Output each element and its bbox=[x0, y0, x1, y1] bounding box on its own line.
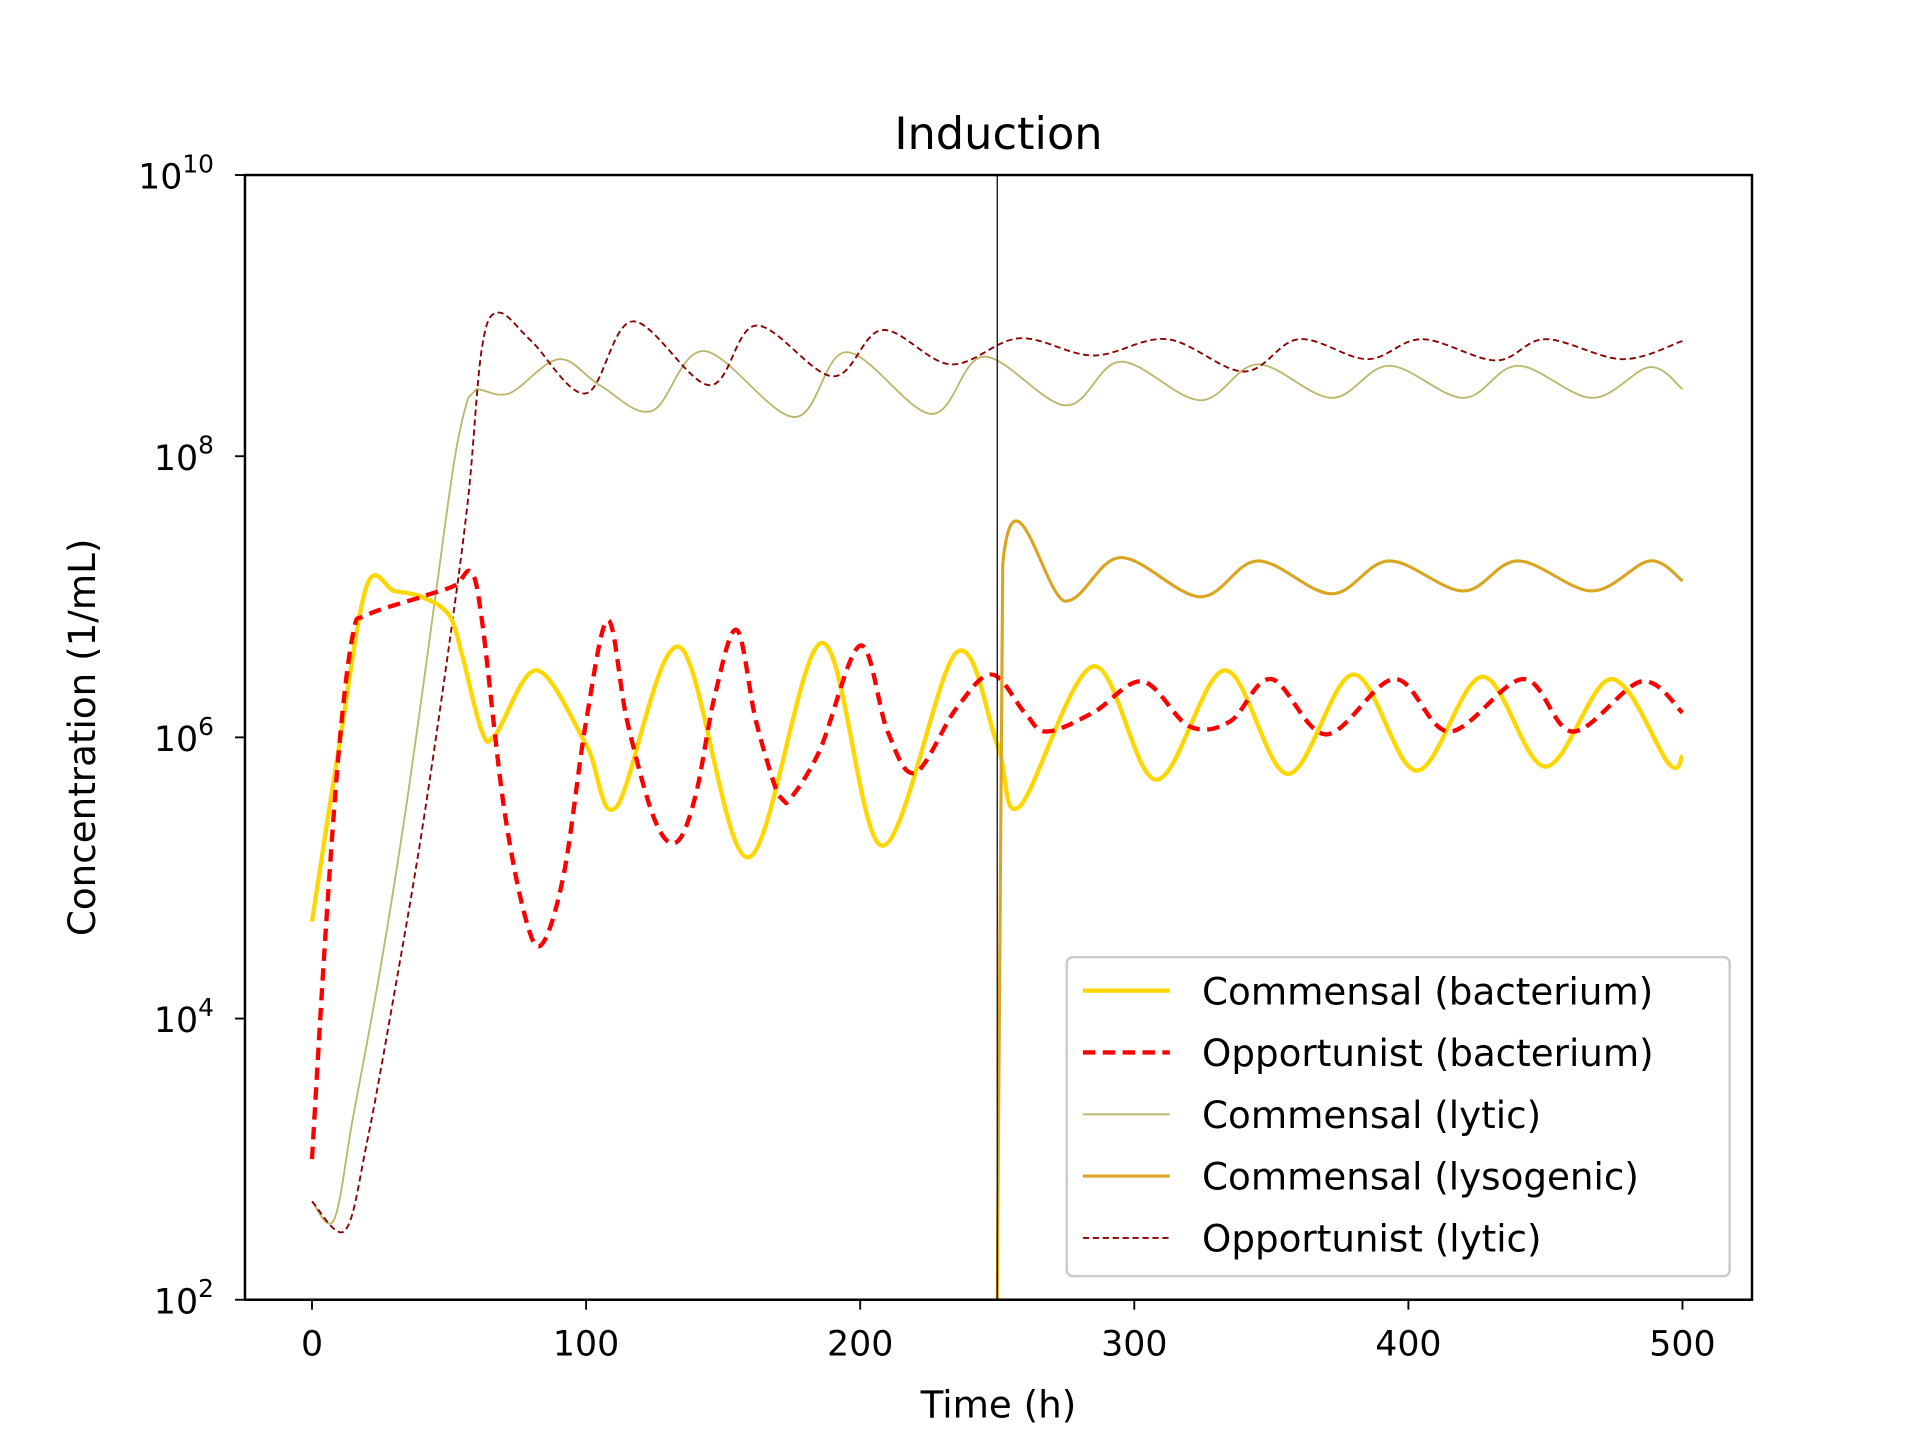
x-tick-label: 200 bbox=[827, 1325, 893, 1365]
y-tick-label: 108 bbox=[154, 431, 214, 479]
legend-box bbox=[1065, 955, 1731, 1278]
y-tick-label: 102 bbox=[154, 1274, 214, 1322]
series-layer bbox=[309, 311, 1685, 1300]
x-axis: 0 100 200 300 400 500 bbox=[301, 1299, 1716, 1365]
y-axis: 102 104 106 108 1010 bbox=[138, 150, 245, 1322]
x-tick-label: 300 bbox=[1101, 1325, 1167, 1365]
legend: Commensal (bacterium) Opportunist (bacter… bbox=[1065, 955, 1731, 1278]
series-line-commensal-lytic bbox=[311, 350, 1684, 1225]
x-tick-label: 500 bbox=[1649, 1325, 1715, 1365]
legend-label: Commensal (lytic) bbox=[1202, 1093, 1541, 1137]
legend-label: Commensal (bacterium) bbox=[1202, 969, 1653, 1013]
chart-title: Induction bbox=[894, 108, 1102, 160]
legend-label: Opportunist (lytic) bbox=[1202, 1217, 1542, 1261]
series-line-opportunist-bacterium bbox=[309, 568, 1684, 1160]
x-axis-label: Time (h) bbox=[920, 1383, 1077, 1427]
legend-label: Opportunist (bacterium) bbox=[1202, 1031, 1654, 1075]
y-tick-label: 104 bbox=[154, 993, 214, 1041]
y-tick-label: 106 bbox=[154, 712, 214, 760]
x-tick-label: 400 bbox=[1375, 1325, 1441, 1365]
x-tick-label: 0 bbox=[301, 1325, 323, 1365]
series-line-commensal-lysogenic bbox=[995, 519, 1684, 1300]
legend-label: Commensal (lysogenic) bbox=[1202, 1155, 1639, 1199]
y-tick-label: 1010 bbox=[138, 150, 214, 198]
x-tick-label: 100 bbox=[553, 1325, 619, 1365]
series-line-commensal-bacterium bbox=[309, 573, 1685, 922]
y-axis-label: Concentration (1/mL) bbox=[60, 539, 104, 937]
series-line-opportunist-lytic bbox=[311, 311, 1683, 1234]
